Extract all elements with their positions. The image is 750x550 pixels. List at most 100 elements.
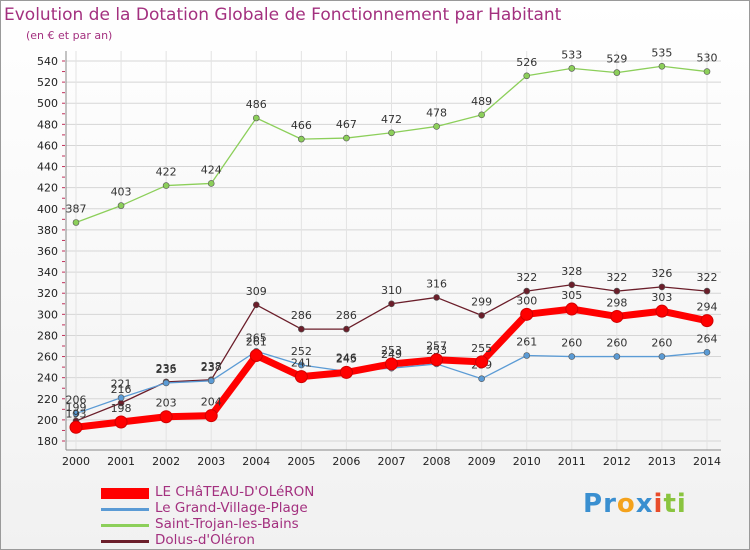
data-point [72, 219, 80, 226]
data-label: 236 [156, 362, 177, 375]
data-label: 403 [111, 186, 132, 199]
y-tick-label: 300 [37, 308, 58, 321]
y-tick-label: 280 [37, 329, 58, 342]
data-label: 299 [471, 295, 492, 308]
data-point [613, 69, 621, 76]
data-label: 265 [246, 331, 267, 344]
legend-swatch [101, 488, 149, 499]
x-tick-label: 2013 [648, 455, 676, 468]
data-label: 467 [336, 118, 357, 131]
data-label: 260 [651, 337, 672, 350]
data-label: 246 [336, 351, 357, 364]
data-point [523, 352, 531, 359]
legend-swatch [101, 540, 149, 543]
data-label: 322 [516, 271, 537, 284]
logo-letter: x [635, 489, 654, 519]
data-point [69, 420, 83, 434]
x-tick-label: 2000 [62, 455, 90, 468]
x-tick-label: 2002 [152, 455, 180, 468]
logo-letter: P [583, 489, 604, 519]
y-tick-label: 480 [37, 118, 58, 131]
data-point [343, 134, 350, 142]
x-tick-label: 2005 [287, 455, 315, 468]
data-point [339, 365, 353, 379]
chart-subtitle: (en € et par an) [26, 29, 113, 42]
y-tick-label: 240 [37, 372, 58, 385]
data-label: 253 [381, 344, 402, 357]
data-label: 328 [561, 265, 582, 278]
data-point [703, 287, 711, 295]
logo-letter: r [603, 489, 617, 519]
data-point [298, 135, 305, 143]
data-label: 249 [381, 348, 402, 361]
data-label: 203 [156, 397, 177, 410]
data-point [568, 353, 576, 360]
data-label: 261 [246, 336, 267, 349]
y-tick-label: 460 [37, 139, 58, 152]
data-label: 298 [606, 296, 627, 309]
y-tick-label: 180 [37, 435, 58, 448]
data-label: 252 [291, 345, 312, 358]
x-tick-label: 2009 [468, 455, 496, 468]
x-tick-label: 2011 [558, 455, 586, 468]
x-tick-label: 2008 [423, 455, 451, 468]
proxiti-logo: Proxiti [583, 489, 687, 519]
data-point [162, 182, 170, 189]
data-label: 198 [111, 402, 132, 415]
data-point [298, 361, 305, 369]
data-point [565, 302, 579, 316]
x-tick-label: 2003 [197, 455, 225, 468]
data-point [298, 325, 305, 333]
data-label: 245 [336, 352, 357, 365]
data-point [388, 129, 395, 137]
data-label: 264 [697, 332, 718, 345]
logo-letter: i [676, 489, 687, 519]
y-tick-label: 500 [37, 97, 58, 110]
data-point [294, 370, 308, 384]
y-tick-label: 320 [37, 287, 58, 300]
data-label: 472 [381, 113, 402, 126]
data-label: 300 [516, 294, 537, 307]
legend-label: Saint-Trojan-les-Bains [155, 516, 299, 532]
data-label: 322 [697, 271, 718, 284]
data-point [252, 114, 260, 122]
data-point [159, 410, 173, 424]
data-label: 260 [561, 337, 582, 350]
data-point [700, 314, 714, 328]
data-label: 309 [246, 285, 267, 298]
logo-letter: i [653, 489, 664, 519]
legend-label: Dolus-d'Oléron [155, 532, 255, 548]
data-label: 235 [156, 363, 177, 376]
data-label: 322 [606, 271, 627, 284]
y-tick-label: 360 [37, 245, 58, 258]
data-label: 237 [201, 361, 222, 374]
data-label: 466 [291, 119, 312, 132]
data-label: 241 [291, 357, 312, 370]
data-label: 261 [516, 336, 537, 349]
logo-letter: t [663, 489, 677, 519]
data-point [433, 123, 440, 130]
data-point [478, 111, 485, 119]
legend-label: Le Grand-Village-Plage [155, 500, 308, 516]
data-label: 387 [66, 203, 87, 216]
x-tick-label: 2012 [603, 455, 631, 468]
data-label: 424 [201, 163, 222, 176]
data-point [478, 312, 485, 319]
data-point [520, 307, 534, 321]
data-point [249, 349, 263, 362]
legend-swatch [101, 508, 149, 511]
data-label: 221 [111, 378, 132, 391]
data-point [610, 309, 624, 323]
y-tick-label: 340 [37, 266, 58, 279]
data-label: 216 [111, 383, 132, 396]
x-tick-label: 2006 [332, 455, 360, 468]
x-tick-label: 2014 [693, 455, 721, 468]
data-label: 530 [697, 52, 718, 65]
data-point [703, 349, 711, 356]
data-label: 238 [201, 360, 222, 373]
data-point [703, 68, 711, 75]
y-tick-label: 420 [37, 182, 58, 195]
data-point [252, 301, 260, 309]
data-point [207, 377, 215, 385]
